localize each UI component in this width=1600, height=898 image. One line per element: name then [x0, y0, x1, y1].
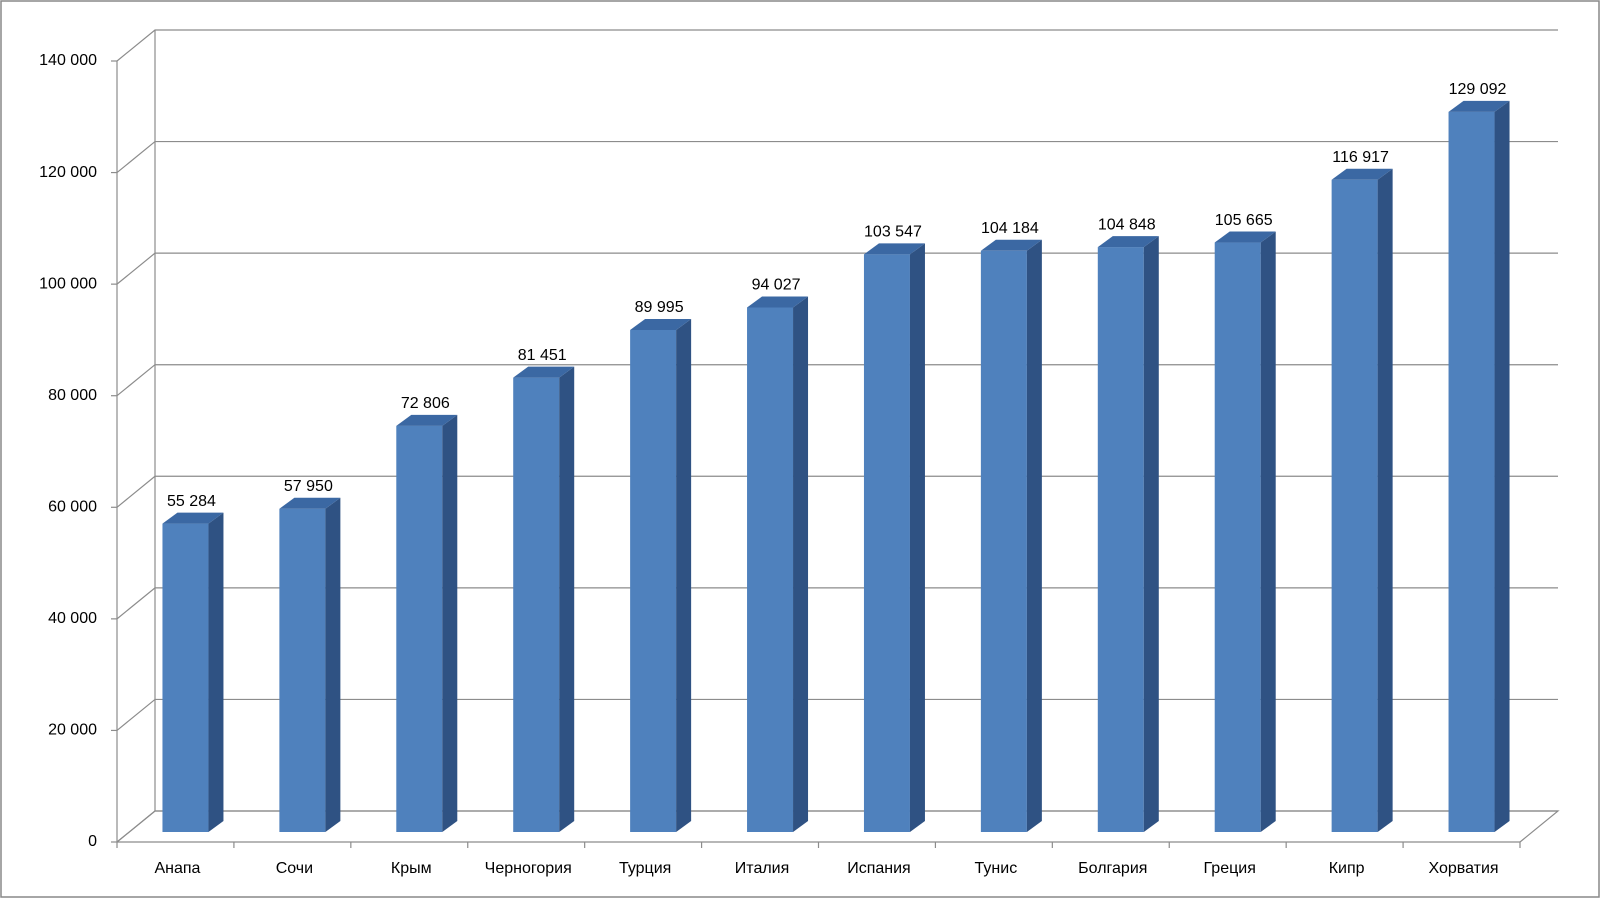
bar-side	[1494, 100, 1510, 832]
bar	[863, 254, 910, 833]
bar-top	[396, 414, 458, 426]
bar-side	[325, 497, 341, 832]
bar-side	[909, 243, 925, 833]
grid-line	[116, 698, 1558, 731]
data-label: 129 092	[1449, 81, 1507, 98]
y-tick-label: 60 000	[48, 499, 97, 516]
data-label: 104 184	[981, 220, 1039, 237]
bar-top	[630, 318, 692, 330]
y-tick-label: 140 000	[39, 52, 97, 69]
x-tick-label: Черногория	[485, 860, 572, 877]
x-tick-label: Италия	[735, 860, 789, 877]
x-tick-label: Крым	[391, 860, 432, 877]
y-tick-label: 40 000	[48, 610, 97, 627]
grid-line	[116, 587, 1558, 620]
bar-side	[676, 318, 692, 833]
y-tick-label: 80 000	[48, 387, 97, 404]
bar	[396, 425, 443, 832]
x-tick-label: Анапа	[154, 860, 200, 877]
bar	[1448, 111, 1495, 832]
bar-top	[513, 366, 575, 378]
bar-top	[1331, 168, 1393, 180]
x-tick-label: Кипр	[1329, 860, 1365, 877]
bar	[747, 307, 794, 833]
bar-side	[793, 296, 809, 833]
bar-top	[162, 512, 224, 524]
bar-top	[747, 296, 809, 308]
bar-top	[1448, 100, 1510, 112]
x-tick-label: Сочи	[276, 860, 313, 877]
x-tick-label: Хорватия	[1428, 860, 1498, 877]
bar-top	[863, 243, 925, 255]
bar	[980, 250, 1027, 832]
y-tick-label: 120 000	[39, 164, 97, 181]
grid-line	[116, 475, 1558, 508]
bar-side	[442, 414, 458, 832]
x-tick-label: Турция	[619, 860, 671, 877]
bar-top	[279, 497, 341, 509]
grid-line	[116, 252, 1558, 285]
data-label: 103 547	[864, 224, 922, 241]
data-label: 105 665	[1215, 212, 1273, 229]
x-tick-label: Греция	[1204, 860, 1256, 877]
data-label: 72 806	[401, 395, 450, 412]
y-tick-label: 100 000	[39, 275, 97, 292]
x-tick-label: Болгария	[1078, 860, 1147, 877]
data-label: 57 950	[284, 478, 333, 495]
y-tick-label: 20 000	[48, 722, 97, 739]
grid-line	[116, 29, 1558, 62]
x-tick-label: Испания	[847, 860, 911, 877]
data-label: 116 917	[1332, 149, 1389, 166]
data-label: 81 451	[518, 347, 567, 364]
bar-side	[208, 512, 224, 832]
bar-side	[1026, 239, 1042, 832]
bar	[513, 377, 560, 832]
data-label: 94 027	[752, 277, 801, 294]
bar-side	[559, 366, 575, 832]
x-tick-label: Тунис	[975, 860, 1018, 877]
bar-side	[1377, 168, 1393, 833]
data-label: 104 848	[1098, 216, 1156, 233]
data-label: 89 995	[635, 299, 684, 316]
grid-line	[116, 364, 1558, 397]
grid-line	[116, 810, 1558, 843]
bar-side	[1143, 236, 1159, 832]
bar-side	[1260, 231, 1276, 832]
bar	[1097, 247, 1144, 832]
bar	[279, 508, 326, 832]
bar	[162, 523, 209, 832]
bar-top	[1097, 236, 1159, 248]
bar	[1214, 242, 1261, 832]
data-label: 55 284	[167, 493, 216, 510]
grid-line	[116, 140, 1558, 174]
bar-top	[980, 239, 1042, 251]
bar-top	[1214, 231, 1276, 243]
bar	[630, 329, 677, 832]
bar	[1331, 179, 1378, 833]
y-tick-label: 0	[88, 833, 97, 850]
